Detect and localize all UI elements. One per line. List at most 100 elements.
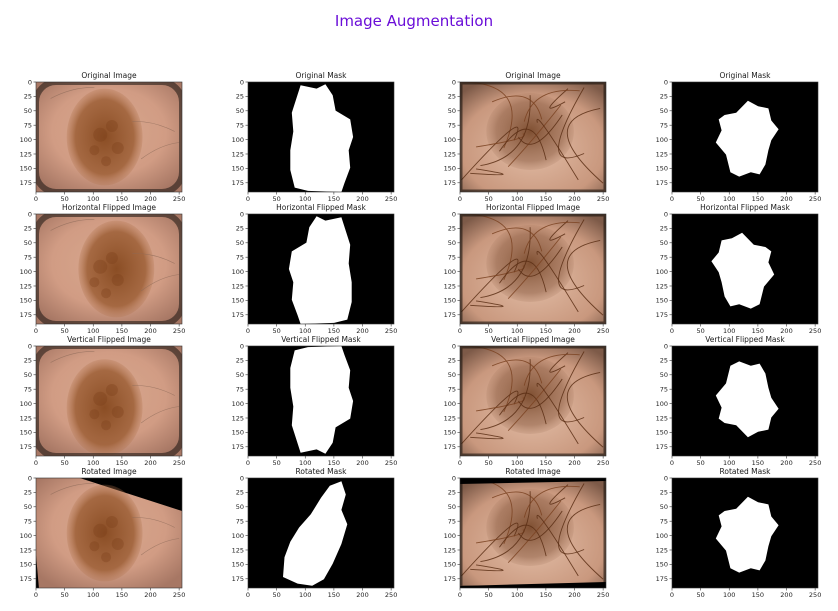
y-tick-label: 125	[20, 150, 32, 158]
x-tick-label: 0	[246, 327, 250, 335]
hair-strand	[566, 107, 604, 184]
x-tick-label: 200	[568, 591, 580, 599]
x-tick-label: 50	[484, 591, 492, 599]
x-tick-label: 250	[173, 327, 185, 335]
x-tick-label: 250	[597, 195, 609, 203]
y-tick-label: 75	[236, 253, 244, 261]
panel-frame	[671, 81, 819, 193]
y-tick-label: 75	[236, 385, 244, 393]
x-tick-label: 150	[752, 591, 764, 599]
y-tick-label: 0	[240, 210, 244, 218]
hair-strand	[499, 260, 547, 293]
x-tick-label: 50	[60, 459, 68, 467]
x-tick-label: 0	[670, 327, 674, 335]
figure-title: Image Augmentation	[335, 12, 493, 30]
y-tick-label: 50	[448, 107, 456, 115]
y-tick-label: 25	[24, 489, 32, 497]
lesion	[66, 484, 143, 582]
y-tick-label: 175	[444, 311, 456, 319]
y-tick-label: 175	[656, 311, 668, 319]
x-tick-label: 150	[116, 591, 128, 599]
x-tick-label: 200	[568, 195, 580, 203]
panel-title: Vertical Flipped Image	[491, 335, 575, 344]
lesion-spot	[89, 409, 100, 420]
panel-frame	[35, 477, 183, 589]
y-tick-label: 25	[236, 489, 244, 497]
x-tick-label: 200	[356, 195, 368, 203]
hair-strand	[536, 250, 579, 313]
lesion-mask-region	[715, 496, 779, 573]
lesion	[486, 225, 574, 302]
y-tick-label: 50	[24, 503, 32, 511]
y-tick-label: 175	[20, 443, 32, 451]
hair-strand	[507, 500, 562, 564]
y-tick-label: 100	[20, 400, 32, 408]
y-tick-label: 25	[660, 93, 668, 101]
y-tick-label: 25	[448, 357, 456, 365]
lesion	[78, 220, 155, 318]
x-tick-label: 150	[540, 327, 552, 335]
x-tick-label: 50	[60, 195, 68, 203]
panel-frame	[459, 345, 607, 457]
y-tick-label: 50	[660, 503, 668, 511]
y-tick-label: 75	[24, 385, 32, 393]
y-tick-label: 25	[24, 225, 32, 233]
hair-strand	[140, 274, 180, 292]
x-tick-label: 150	[116, 327, 128, 335]
x-tick-label: 200	[144, 591, 156, 599]
x-tick-label: 200	[144, 459, 156, 467]
y-tick-label: 0	[28, 78, 32, 86]
lesion-spot	[105, 516, 118, 528]
lesion	[486, 489, 574, 566]
y-tick-label: 125	[444, 282, 456, 290]
y-tick-label: 125	[656, 282, 668, 290]
y-tick-label: 75	[660, 517, 668, 525]
lesion-mask-region	[290, 84, 354, 192]
panel-title: Vertical Flipped Mask	[705, 335, 785, 344]
hair-strand	[523, 353, 580, 386]
hair-strand	[566, 239, 604, 316]
y-tick-label: 75	[24, 253, 32, 261]
skin-image	[36, 346, 182, 456]
hair-strand	[499, 392, 547, 425]
x-tick-label: 200	[568, 327, 580, 335]
x-tick-label: 50	[484, 195, 492, 203]
y-tick-label: 125	[232, 282, 244, 290]
y-tick-label: 125	[20, 546, 32, 554]
panel-title: Horizontal Flipped Image	[62, 203, 156, 212]
y-tick-label: 50	[660, 371, 668, 379]
x-tick-label: 200	[356, 327, 368, 335]
y-tick-label: 0	[28, 342, 32, 350]
y-tick-label: 75	[24, 517, 32, 525]
hair-strand	[507, 236, 562, 300]
panel-title: Horizontal Flipped Mask	[700, 203, 790, 212]
x-tick-label: 150	[116, 459, 128, 467]
hair-strand	[461, 390, 519, 445]
y-tick-label: 125	[656, 150, 668, 158]
hair-strand	[507, 104, 562, 168]
y-tick-label: 50	[236, 503, 244, 511]
y-tick-label: 75	[448, 517, 456, 525]
rotation-edge	[460, 478, 606, 484]
hair-strand	[499, 524, 547, 557]
x-tick-label: 100	[299, 195, 311, 203]
x-tick-label: 200	[568, 459, 580, 467]
lesion-spot	[111, 538, 124, 550]
x-tick-label: 150	[540, 459, 552, 467]
y-tick-label: 125	[20, 282, 32, 290]
hair-strand	[132, 385, 175, 396]
hair-strand	[491, 491, 543, 516]
y-tick-label: 125	[444, 546, 456, 554]
y-tick-label: 100	[444, 532, 456, 540]
y-tick-label: 75	[660, 385, 668, 393]
y-tick-label: 50	[236, 239, 244, 247]
hair-strand	[461, 258, 519, 313]
y-tick-label: 175	[232, 311, 244, 319]
hair-strand	[566, 371, 604, 448]
x-tick-label: 50	[272, 459, 280, 467]
hair-strand	[491, 95, 543, 120]
x-tick-label: 100	[87, 459, 99, 467]
lesion-mask-region	[715, 361, 779, 438]
x-tick-label: 100	[723, 327, 735, 335]
x-tick-label: 150	[752, 195, 764, 203]
